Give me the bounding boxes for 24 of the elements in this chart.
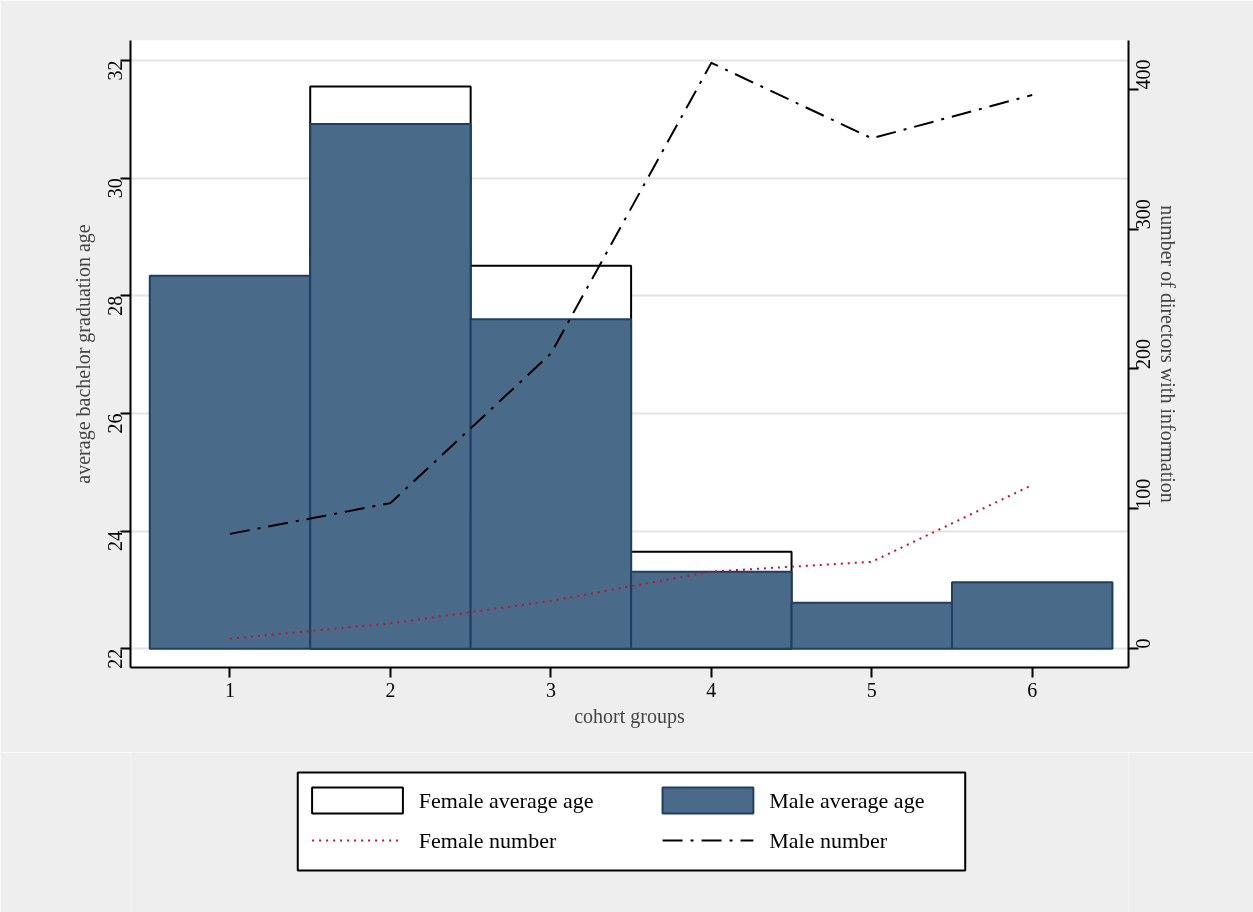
- x-tick-label: 5: [866, 678, 877, 701]
- y-tick-label: 30: [104, 178, 127, 199]
- x-tick-label: 3: [545, 678, 556, 701]
- x-tick-label: 1: [224, 678, 235, 701]
- y-axis-title: average bachelor graduation age: [71, 224, 95, 484]
- y2-tick-label: 200: [1132, 338, 1155, 369]
- y2-tick-label: 300: [1132, 199, 1155, 230]
- y-tick-label: 26: [104, 413, 127, 434]
- legend-label: Male average age: [769, 788, 925, 813]
- y-tick-label: 24: [104, 531, 127, 552]
- x-axis-title: cohort groups: [574, 704, 685, 728]
- x-tick-label: 6: [1027, 678, 1038, 701]
- y-tick-label: 32: [104, 60, 127, 81]
- y-tick-label: 28: [104, 295, 127, 316]
- y2-tick-label: 100: [1132, 478, 1155, 509]
- legend-label: Male number: [769, 828, 888, 853]
- y-tick-label: 22: [104, 648, 127, 669]
- x-tick-label: 2: [385, 678, 396, 701]
- y2-tick-label: 400: [1132, 59, 1155, 90]
- legend-label: Female average age: [418, 788, 594, 813]
- legend-label: Female number: [418, 828, 557, 853]
- x-tick-label: 4: [706, 678, 717, 701]
- y2-tick-label: 0: [1132, 638, 1155, 649]
- y2-axis-title: number of directors with information: [1156, 205, 1179, 503]
